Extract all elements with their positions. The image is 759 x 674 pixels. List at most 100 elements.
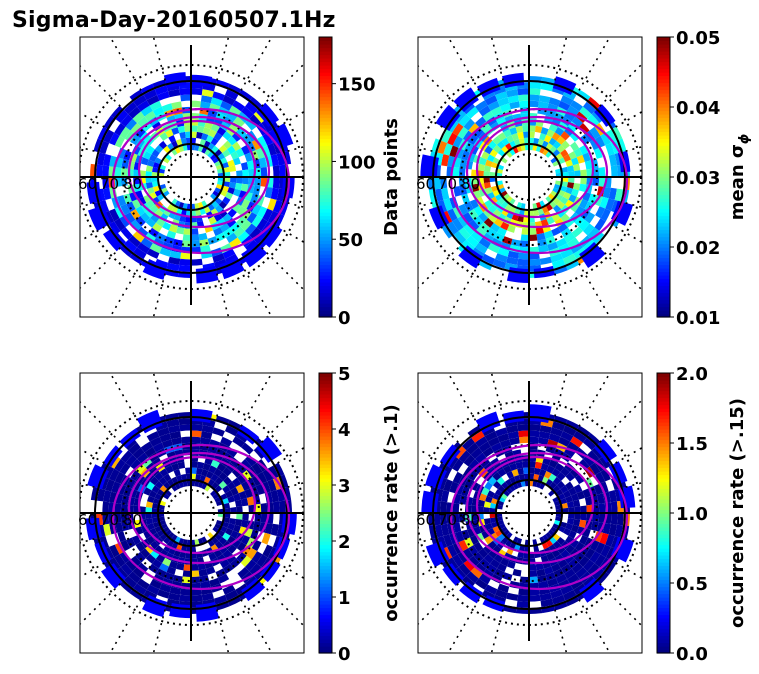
heat-cell: [149, 579, 162, 590]
heat-cell: [591, 230, 605, 245]
heat-cell: [244, 454, 257, 467]
heat-cell: [555, 237, 568, 248]
panel-frame: [417, 372, 643, 654]
heat-cell: [463, 118, 476, 131]
heat-cell: [152, 181, 159, 188]
heat-cell: [489, 196, 498, 205]
heat-cell: [491, 185, 499, 193]
heat-cell: [123, 575, 138, 589]
heat-cell: [262, 208, 273, 222]
heat-cell: [230, 487, 239, 496]
heat-cell: [484, 584, 498, 595]
heat-cell: [223, 140, 232, 150]
heat-cell: [616, 513, 624, 526]
colorbar-swatch: [657, 247, 670, 252]
heat-cell: [569, 202, 580, 213]
colorbar-swatch: [657, 646, 670, 651]
heat-cell: [563, 490, 572, 498]
colorbar-swatch: [319, 47, 332, 52]
heat-cell: [487, 243, 500, 254]
heat-cell: [152, 517, 159, 524]
heat-cell: [248, 168, 255, 177]
radial-spoke: [240, 374, 272, 427]
heat-cell: [120, 227, 133, 240]
outer-cell: [191, 408, 213, 424]
heat-cell: [102, 513, 110, 525]
colorbar-swatch: [319, 166, 332, 171]
heat-cell: [129, 588, 144, 601]
outer-cell: [442, 563, 464, 587]
heat-cell: [558, 436, 571, 447]
heat-cell: [538, 580, 549, 589]
heat-cell: [466, 571, 479, 584]
heat-cell: [532, 203, 538, 210]
heat-cell: [270, 187, 279, 200]
heat-cell: [236, 170, 243, 177]
heat-cell: [267, 210, 279, 225]
heat-cell: [216, 462, 227, 473]
heat-cell: [565, 523, 573, 531]
colorbar-swatch: [319, 222, 332, 227]
heat-cell: [543, 566, 554, 575]
heat-cell: [97, 126, 109, 141]
heat-cell: [139, 506, 146, 513]
colorbar-swatch: [319, 89, 332, 94]
outer-cell: [425, 464, 448, 490]
colorbar-swatch: [319, 530, 332, 535]
heat-cell: [452, 471, 463, 484]
colorbar-swatch: [657, 485, 670, 490]
heat-cell: [191, 576, 201, 584]
colorbar-swatch: [319, 201, 332, 206]
heat-cell: [555, 508, 563, 513]
heat-cell: [587, 114, 600, 127]
heat-cell: [227, 419, 242, 431]
colorbar-swatch: [657, 135, 670, 140]
heat-cell: [602, 522, 611, 535]
colorbar-swatch: [657, 408, 670, 413]
heat-cell: [220, 436, 233, 447]
heat-cell: [165, 465, 174, 474]
heat-cell: [557, 558, 568, 569]
colorbar-swatch: [319, 481, 332, 486]
colorbar-swatch: [319, 439, 332, 444]
heat-cell: [569, 131, 580, 142]
heat-cell: [176, 226, 185, 235]
heat-cell: [605, 198, 615, 211]
radial-spoke: [216, 273, 230, 317]
colorbar-swatch: [657, 114, 670, 119]
colorbar-swatch: [319, 68, 332, 73]
heat-cell: [151, 149, 160, 158]
heat-cell: [513, 139, 521, 147]
heat-cell: [558, 100, 571, 111]
heat-cell: [241, 199, 251, 209]
colorbar-swatch: [319, 110, 332, 115]
radial-spoke: [554, 609, 568, 653]
colorbar-swatch: [657, 86, 670, 91]
colorbar-swatch: [657, 439, 670, 444]
heat-cell: [191, 203, 196, 211]
lat-ring-label: 80: [461, 175, 480, 193]
colorbar-swatch: [657, 271, 670, 276]
heat-cell: [231, 131, 242, 142]
heat-cell: [492, 209, 502, 218]
heat-cell: [529, 228, 537, 235]
heat-cell: [194, 539, 200, 546]
heat-cell: [191, 240, 201, 248]
heat-cell: [153, 185, 161, 193]
radial-spoke: [287, 202, 304, 209]
heat-cell: [191, 125, 198, 132]
colorbar-tick-label: 0.5: [676, 574, 708, 595]
colorbar-swatch: [319, 565, 332, 570]
radial-spoke: [490, 273, 504, 317]
heat-cell: [496, 476, 506, 486]
heat-cell: [175, 139, 183, 147]
panel-frame: [79, 372, 305, 654]
heat-cell: [492, 144, 502, 154]
heat-cell: [103, 187, 112, 200]
heat-cell: [489, 149, 498, 158]
heat-cell: [567, 513, 575, 519]
colorbar-swatch: [657, 103, 670, 108]
heat-cell: [565, 259, 580, 271]
heat-cell: [555, 172, 563, 177]
colorbar-tick-label: 5: [338, 364, 351, 385]
